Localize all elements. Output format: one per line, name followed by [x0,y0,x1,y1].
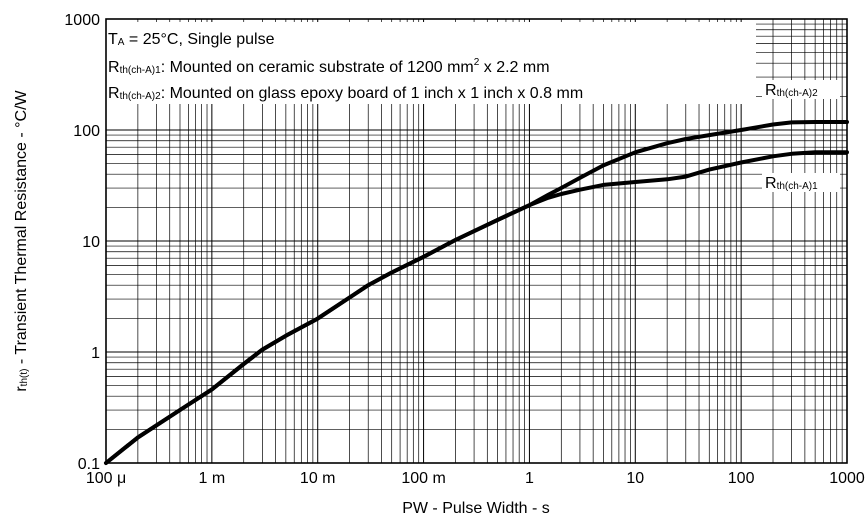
rth1-annotation: Rth(ch-A)1: Mounted on ceramic substrate… [108,57,550,76]
y-tick-label: 0.1 [78,456,100,473]
x-tick-label: 1000 [829,470,865,487]
x-tick-label: 1 m [199,470,226,487]
label-backing-2 [762,80,840,99]
y-tick-label: 10 [82,234,100,251]
x-tick-label: 100 [728,470,755,487]
series-line-1 [104,150,849,465]
y-tick-labels: 0.1 1 10 100 1000 [64,12,100,473]
x-tick-label: 100 m [401,470,445,487]
label-backing-1 [762,173,840,192]
y-axis-title: rth(t) - Transient Thermal Resistance - … [13,89,30,391]
curves [104,120,849,465]
condition-annotation: TA = 25°C, Single pulse [108,31,275,48]
x-tick-labels: 100 μ 1 m 10 m 100 m 1 10 100 1000 [86,470,865,487]
x-axis-title: PW - Pulse Width - s [402,500,550,517]
x-tick-label: 10 m [300,470,336,487]
y-tick-label: 100 [73,123,100,140]
rth2-annotation: Rth(ch-A)2: Mounted on glass epoxy board… [108,85,583,102]
x-tick-label: 1 [525,470,534,487]
series-line-2 [104,120,849,465]
y-tick-label: 1 [91,345,100,362]
y-tick-label: 1000 [64,12,100,29]
x-tick-label: 10 [626,470,644,487]
series-label-rth1: Rth(ch-A)1 [765,175,818,192]
plot-frame [105,18,848,464]
series-label-rth2: Rth(ch-A)2 [765,82,818,99]
x-tick-label: 100 μ [86,470,126,487]
annotation-backing [106,22,756,104]
